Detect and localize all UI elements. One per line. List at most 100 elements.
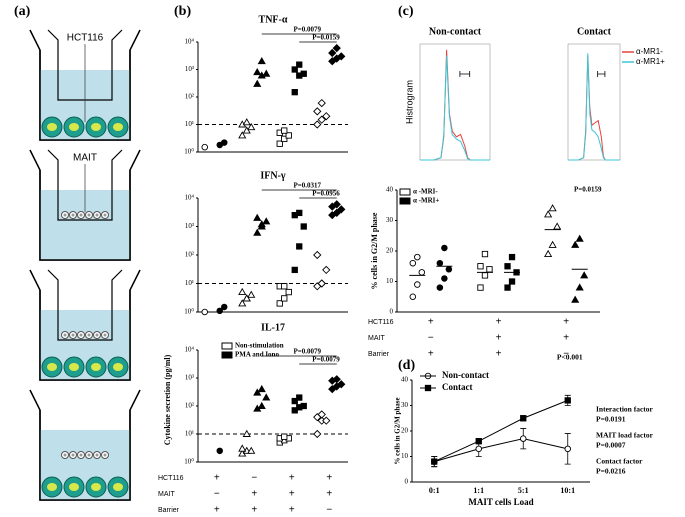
point: [257, 401, 266, 409]
well-outline: [39, 170, 131, 261]
point: [276, 140, 283, 147]
condition-label: MAIT: [368, 335, 385, 342]
mait-nucleus: [71, 213, 75, 217]
condition-cell: −: [251, 473, 257, 484]
chart-title: TNF-α: [259, 14, 288, 25]
condition-cell: +: [289, 505, 295, 516]
point: [242, 294, 251, 302]
point: [253, 228, 262, 236]
significance-label: P=0.0079: [293, 26, 321, 34]
point: [247, 290, 256, 298]
mait-nucleus: [87, 453, 91, 457]
y-tick-label: 10¹: [185, 430, 194, 438]
point: [571, 295, 580, 303]
legend-swatch: [221, 351, 233, 359]
point: [317, 410, 326, 419]
point: [291, 89, 298, 96]
annotation: P=0.0216: [596, 467, 626, 476]
point: [317, 98, 326, 108]
point: [253, 67, 262, 76]
cell-nucleus: [91, 363, 101, 371]
point: [291, 397, 298, 405]
point: [575, 234, 584, 242]
chart-title: IL-17: [261, 322, 285, 333]
y-tick-label: 10¹: [185, 279, 194, 287]
mait-nucleus: [79, 213, 83, 217]
cell-nucleus: [91, 483, 101, 491]
point: [409, 293, 417, 301]
mait-nucleus: [87, 213, 91, 217]
y-tick-label: 20: [401, 427, 409, 435]
point: [508, 278, 516, 285]
point: [201, 308, 208, 316]
point: [220, 139, 228, 146]
y-axis-label: % cells in G2/M phase: [394, 397, 402, 464]
y-tick-label: 30: [386, 216, 394, 224]
point: [475, 445, 483, 453]
point: [262, 217, 271, 225]
condition-label: MAIT: [158, 491, 175, 498]
point: [247, 122, 256, 131]
point: [291, 266, 298, 274]
condition-cell: +: [496, 349, 502, 360]
condition-cell: −: [214, 489, 220, 500]
point: [337, 380, 346, 389]
point: [281, 295, 288, 302]
condition-cell: +: [214, 505, 220, 516]
annotation: MAIT load factor: [596, 431, 654, 440]
point: [414, 253, 421, 261]
point: [285, 288, 292, 296]
condition-label: Barrier: [368, 351, 390, 358]
significance-label: P=0.0159: [574, 186, 602, 194]
significance-label: P=0.0159: [312, 34, 340, 42]
point: [281, 433, 288, 440]
legend-label: Non-contact: [442, 370, 489, 380]
point: [253, 213, 262, 221]
point: [201, 143, 208, 151]
gate: [597, 71, 606, 77]
y-tick-label: 10⁴: [185, 38, 195, 46]
condition-cell: +: [428, 317, 434, 328]
legend-label: α-MR1+: [636, 57, 665, 66]
condition-cell: +: [251, 505, 257, 516]
mait-nucleus: [71, 453, 75, 457]
point: [262, 69, 271, 77]
x-tick-label: 10:1: [560, 486, 575, 495]
mait-nucleus: [87, 333, 91, 337]
point: [262, 393, 271, 401]
histogram-curve: [568, 55, 620, 161]
y-axis-label: % cells in G2/M phase: [370, 212, 379, 289]
y-tick-label: 0: [390, 308, 394, 316]
point: [508, 253, 516, 261]
point: [313, 250, 322, 260]
point: [313, 429, 322, 439]
point: [544, 210, 553, 218]
well-outline: [39, 410, 131, 501]
point: [242, 118, 251, 126]
point: [564, 445, 572, 453]
y-tick-label: 40: [386, 186, 394, 194]
point: [486, 266, 493, 273]
condition-cell: +: [251, 489, 257, 500]
condition-cell: +: [326, 489, 332, 500]
point: [481, 250, 489, 258]
cell-nucleus: [113, 483, 123, 491]
legend-label: Non-stimulation: [235, 342, 284, 350]
point: [238, 287, 247, 296]
mait-nucleus: [95, 333, 99, 337]
mait-nucleus: [103, 453, 107, 457]
point: [564, 397, 571, 404]
point: [520, 435, 527, 442]
annotation: P=0.0007: [596, 441, 626, 450]
y-tick-label: 10³: [185, 222, 194, 230]
point: [544, 249, 553, 257]
legend-label: Contact: [442, 382, 473, 392]
mait-nucleus: [103, 333, 107, 337]
mait-nucleus: [79, 333, 83, 337]
condition-cell: +: [214, 473, 220, 484]
condition-label: Barrier: [158, 507, 180, 514]
point: [436, 259, 444, 267]
cell-nucleus: [69, 123, 79, 131]
point: [414, 281, 421, 288]
condition-cell: −: [563, 349, 569, 360]
